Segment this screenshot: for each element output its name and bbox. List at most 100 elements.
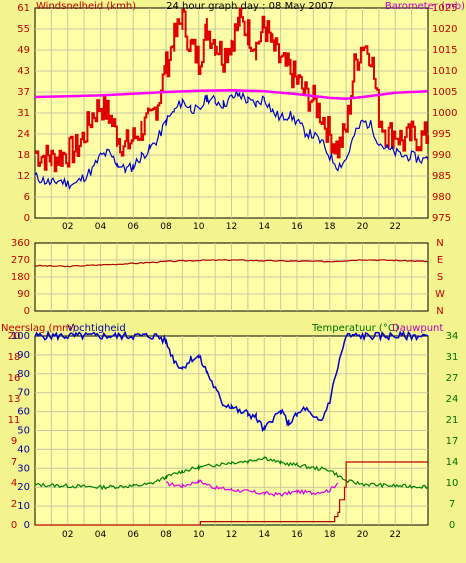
wind-y-tick: 55 xyxy=(17,24,30,35)
wind-x-tick: 10 xyxy=(193,222,205,232)
direction-series xyxy=(34,258,429,268)
compass-label: N xyxy=(436,238,443,249)
humidity-y-tick: 40 xyxy=(17,444,30,455)
humidity-x-tick: 12 xyxy=(226,530,237,540)
wind-gust-line xyxy=(35,7,429,173)
humidity-line xyxy=(34,329,429,433)
wind-y-ticks: 0 6 12 18 24 31 37 43 49 55 61 xyxy=(17,3,30,224)
wind-y-tick: 12 xyxy=(17,171,30,182)
temperature-y-tick: 10 xyxy=(446,478,459,489)
barometer-y-tick: 990 xyxy=(432,150,451,161)
temperature-y-tick: 17 xyxy=(446,436,459,447)
wind-x-tick: 08 xyxy=(160,222,172,232)
humidity-x-tick: 22 xyxy=(390,530,401,540)
wind-x-tick: 16 xyxy=(291,222,303,232)
humidity-axis-label: Vochtigheid xyxy=(67,323,126,334)
wind-y-tick: 43 xyxy=(17,66,30,77)
wind-y-tick: 31 xyxy=(17,108,30,119)
rain-y-ticks: 0 2 4 7 9 11 13 16 18 20 xyxy=(8,331,21,531)
wind-y-tick: 18 xyxy=(17,150,30,161)
rain-axis-label: Neerslag (mm) xyxy=(1,323,76,334)
barometer-y-tick: 1020 xyxy=(432,24,457,35)
humidity-y-tick: 100 xyxy=(11,331,30,342)
humidity-y-tick: 10 xyxy=(17,501,30,512)
wind-y-tick: 6 xyxy=(24,192,30,203)
wind-axis-label: Windsnelheid (kmh) xyxy=(36,1,136,12)
compass-label: S xyxy=(437,272,443,283)
humidity-x-tick: 08 xyxy=(160,530,172,540)
barometer-y-tick: 1010 xyxy=(432,66,457,77)
humidity-y-tick: 70 xyxy=(17,388,30,399)
barometer-y-tick: 1000 xyxy=(432,108,457,119)
compass-label: E xyxy=(437,255,443,266)
wind-x-tick: 02 xyxy=(62,222,73,232)
temperature-y-tick: 7 xyxy=(449,499,455,510)
rain-y-tick: 13 xyxy=(8,394,21,405)
barometer-y-tick: 980 xyxy=(432,192,451,203)
barometer-axis-label: Barometer (mb) xyxy=(385,1,465,12)
rain-y-tick: 9 xyxy=(11,436,17,447)
humidity-x-tick: 16 xyxy=(291,530,303,540)
wind-y-tick: 0 xyxy=(24,213,30,224)
wind-x-tick: 22 xyxy=(390,222,401,232)
wind-direction-line xyxy=(34,258,429,268)
wind-x-ticks: 02 04 06 08 10 12 14 16 18 20 22 xyxy=(62,222,401,232)
compass-label: W xyxy=(435,289,445,300)
rain-y-tick: 18 xyxy=(8,352,21,363)
humidity-x-tick: 18 xyxy=(324,530,336,540)
barometer-line xyxy=(34,89,429,100)
humidity-y-tick: 20 xyxy=(17,482,30,493)
humidity-y-tick: 50 xyxy=(17,426,30,437)
humidity-x-tick: 02 xyxy=(62,530,73,540)
wind-y-tick: 24 xyxy=(17,129,30,140)
humidity-x-tick: 06 xyxy=(128,530,140,540)
direction-y-tick: 270 xyxy=(11,255,30,266)
rain-y-tick: 20 xyxy=(8,331,21,342)
rain-y-tick: 4 xyxy=(11,478,17,489)
temperature-y-tick: 0 xyxy=(449,520,455,531)
barometer-y-tick: 1005 xyxy=(432,87,457,98)
humidity-x-tick: 04 xyxy=(95,530,107,540)
direction-y-tick: 90 xyxy=(17,289,30,300)
humidity-series xyxy=(34,329,429,526)
barometer-y-tick: 1015 xyxy=(432,45,457,56)
temperature-y-tick: 34 xyxy=(446,331,459,342)
temperature-y-tick: 24 xyxy=(446,394,459,405)
wind-average-line xyxy=(34,89,429,190)
rain-y-tick: 0 xyxy=(11,520,17,531)
wind-x-tick: 14 xyxy=(259,222,271,232)
dewpoint-line xyxy=(165,479,339,497)
temperature-y-tick: 21 xyxy=(446,415,459,426)
barometer-y-tick: 995 xyxy=(432,129,451,140)
rain-y-tick: 16 xyxy=(8,373,21,384)
barometer-y-tick: 975 xyxy=(432,213,451,224)
wind-x-tick: 04 xyxy=(95,222,107,232)
wind-series xyxy=(34,7,429,190)
compass-label: N xyxy=(436,306,443,317)
wind-x-tick: 20 xyxy=(357,222,369,232)
rain-y-tick: 7 xyxy=(11,457,17,468)
temperature-y-tick: 31 xyxy=(446,352,459,363)
humidity-y-tick: 80 xyxy=(17,369,30,380)
barometer-y-tick: 985 xyxy=(432,171,451,182)
wind-y-tick: 61 xyxy=(17,3,30,14)
rain-line xyxy=(35,461,428,526)
direction-y-tick: 0 xyxy=(24,306,30,317)
humidity-x-tick: 10 xyxy=(193,530,205,540)
direction-y-tick: 180 xyxy=(11,272,30,283)
temperature-line xyxy=(34,455,429,491)
barometer-y-tick: 1025 xyxy=(432,3,457,14)
humidity-y-tick: 90 xyxy=(17,350,30,361)
temperature-axis-label: Temperatuur (°C) xyxy=(311,323,399,334)
wind-x-tick: 06 xyxy=(128,222,140,232)
dewpoint-axis-label: Dauwpunt xyxy=(392,323,443,334)
humidity-y-tick: 60 xyxy=(17,407,30,418)
wind-x-tick: 18 xyxy=(324,222,336,232)
humidity-x-tick: 14 xyxy=(259,530,271,540)
